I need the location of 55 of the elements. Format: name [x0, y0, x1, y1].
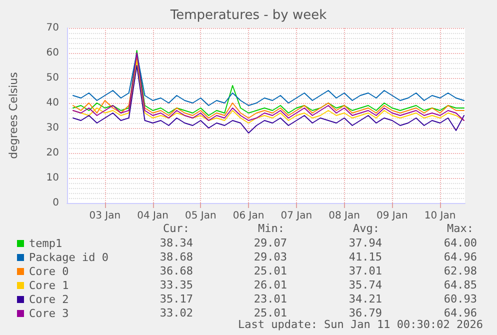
x-tick-label: 05 Jan	[185, 210, 216, 222]
x-tick-label: 09 Jan	[376, 210, 408, 222]
text: 41.15	[348, 250, 382, 264]
text: 33.02	[160, 306, 193, 320]
text: 37.01	[348, 264, 382, 278]
line-series	[72, 52, 465, 106]
y-tick-label: 50	[46, 72, 59, 84]
text: 25.01	[254, 264, 287, 278]
x-tick-label: 04 Jan	[137, 210, 168, 222]
text: 64.96	[444, 250, 477, 264]
legend-label: Package id 0	[29, 251, 108, 264]
text: 25.01	[254, 306, 287, 320]
text: 34.21	[348, 292, 382, 306]
y-axis-title: degrees Celsius	[7, 72, 20, 159]
text: 38.68	[160, 250, 193, 264]
legend-label: Core 3	[29, 307, 69, 320]
y-tick-label: 70	[46, 22, 59, 34]
text: 26.01	[254, 278, 287, 292]
text: Avg:	[353, 222, 380, 235]
text: 33.35	[160, 278, 193, 292]
y-tick-label: 20	[46, 148, 59, 158]
y-tick-label: 30	[46, 122, 59, 134]
y-tick-label: 10	[46, 172, 59, 184]
x-tick-label: 08 Jan	[328, 210, 360, 222]
text: 29.07	[254, 236, 287, 250]
text: 36.79	[348, 306, 382, 320]
legend-label: Core 1	[29, 279, 69, 292]
text: 64.00	[444, 236, 477, 250]
text: 36.68	[160, 264, 193, 278]
legend-label: Core 2	[29, 293, 69, 306]
text: 35.17	[160, 292, 193, 306]
text: Cur:	[163, 222, 190, 235]
text: Min:	[258, 222, 284, 235]
legend-label: temp1	[29, 237, 62, 250]
y-tick-label: 40	[46, 98, 59, 108]
line-series	[72, 65, 465, 134]
text: 64.96	[444, 306, 477, 320]
text: 60.93	[444, 292, 477, 306]
y-tick-label: 0	[52, 198, 59, 208]
y-tick-label: 60	[46, 48, 59, 58]
legend-label: Core 0	[29, 265, 69, 278]
x-tick-label: 10 Jan	[424, 210, 456, 222]
text: 37.94	[348, 236, 382, 250]
text: 29.03	[254, 250, 287, 264]
text: 64.85	[444, 278, 477, 292]
text: 38.34	[160, 236, 194, 250]
text: 23.01	[254, 292, 287, 306]
text: Max:	[447, 222, 474, 235]
x-tick-label: 07 Jan	[280, 210, 312, 222]
text: 35.74	[348, 278, 382, 292]
x-tick-label: 03 Jan	[89, 210, 121, 222]
text: 62.98	[444, 264, 477, 278]
text: Last update: Sun Jan 11 00:30:02 2026	[238, 318, 484, 331]
x-tick-label: 06 Jan	[232, 210, 264, 222]
chart-title: Temperatures - by week	[169, 8, 328, 23]
